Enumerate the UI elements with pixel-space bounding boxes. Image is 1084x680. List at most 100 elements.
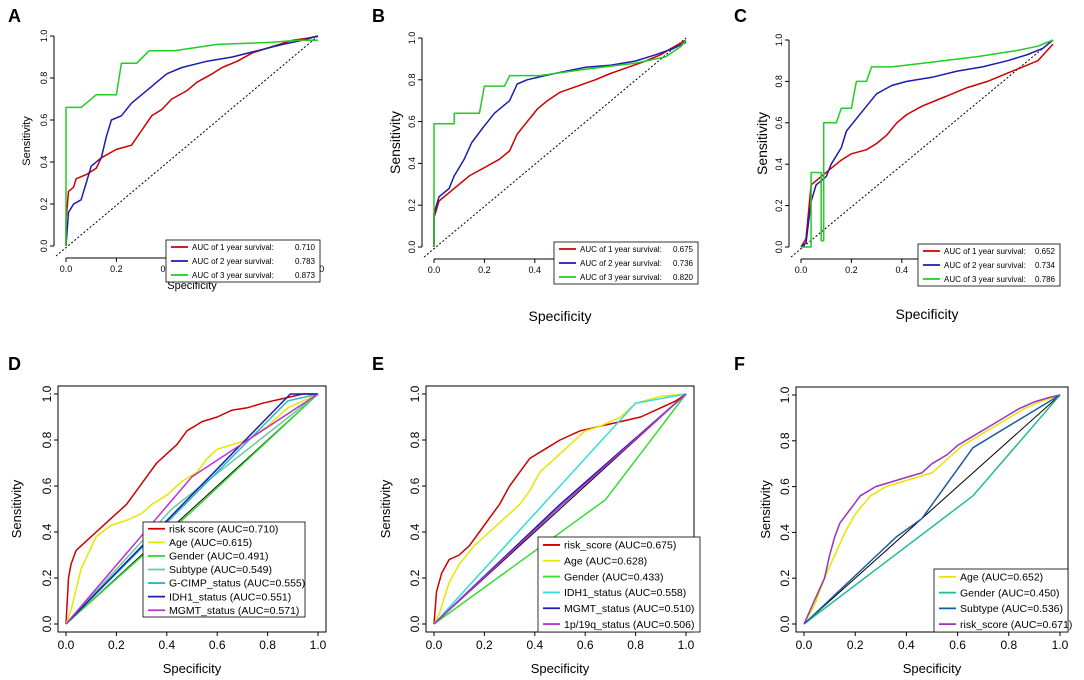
plot-frame: [795, 386, 1069, 633]
y-tick-label: 1.0: [408, 385, 422, 402]
y-tick-label: 1.0: [778, 386, 792, 403]
x-tick-label: 1.0: [1052, 638, 1069, 652]
chart-panel-c: 0.00.20.40.60.81.00.00.20.40.60.81.0Spec…: [754, 34, 1061, 322]
legend-label: AUC of 1 year survival:: [192, 243, 274, 252]
legend-label: Age (AUC=0.628): [564, 555, 647, 567]
diagonal-reference-line: [423, 37, 687, 258]
x-tick-label: 0.2: [108, 638, 125, 652]
y-tick-label: 0.6: [39, 114, 49, 127]
x-tick-label: 0.8: [1000, 638, 1017, 652]
panel-letter-d: D: [8, 354, 21, 374]
y-tick-label: 0.6: [40, 477, 54, 494]
x-axis-label: Specificity: [528, 308, 591, 324]
legend-label: AUC of 1 year survival:: [580, 245, 662, 254]
legend-value: 0.820: [673, 273, 694, 282]
legend-box: [537, 536, 701, 633]
series-line: [65, 393, 318, 625]
x-tick-label: 0.6: [209, 638, 226, 652]
series-line: [65, 35, 319, 247]
y-tick-label: 0.8: [39, 72, 49, 85]
legend-label: AUC of 1 year survival:: [944, 247, 1026, 256]
y-tick-label: 0.6: [778, 478, 792, 495]
y-tick-label: 0.2: [39, 198, 49, 211]
legend-label: Gender (AUC=0.433): [564, 571, 664, 583]
y-tick-label: 0.2: [407, 199, 417, 212]
x-tick-label: 0.4: [896, 265, 909, 275]
y-tick-label: 0.8: [40, 431, 54, 448]
y-tick-label: 0.0: [778, 615, 792, 632]
y-tick-label: 0.0: [774, 241, 784, 254]
chart-panel-f: 0.0 0.2 0.4 0.6 0.8 1.0 0.0 0.2 0.4 0.6 0.8 1.0 Spec…: [758, 386, 1072, 676]
legend-box: [553, 241, 699, 285]
y-axis-label: Sensitivity: [387, 111, 403, 174]
legend-label: risk_score (AUC=0.671): [960, 619, 1072, 631]
y-tick-label: 0.6: [774, 117, 784, 130]
legend-label: Subtype (AUC=0.549): [169, 564, 272, 576]
y-axis-label: Sensitivity: [754, 112, 770, 175]
series-line: [803, 394, 1061, 625]
x-tick-label: 0.4: [158, 638, 175, 652]
legend-label: AUC of 2 year survival:: [944, 261, 1026, 270]
series-line: [801, 39, 1054, 248]
legend-label: MGMT_status (AUC=0.571): [169, 605, 299, 617]
y-tick-label: 0.0: [40, 615, 54, 632]
y-tick-label: 1.0: [39, 30, 49, 43]
x-tick-label: 0.0: [796, 638, 813, 652]
x-tick-label: 0.4: [898, 638, 915, 652]
y-tick-label: 0.2: [408, 569, 422, 586]
series-line: [433, 393, 687, 625]
panel-letter-e: E: [372, 354, 385, 374]
y-tick-label: 0.0: [39, 240, 49, 253]
legend-label: MGMT_status (AUC=0.510): [564, 603, 694, 615]
chart-panel-e: 0.0 0.2 0.4 0.6 0.8 1.0 0.0 0.2 0.4 0.6 0.8 1.0 Spec…: [378, 385, 701, 676]
y-tick-label: 0.8: [407, 74, 417, 87]
y-tick-label: 0.2: [774, 199, 784, 212]
series-line: [65, 393, 319, 625]
legend-value: 0.786: [1035, 275, 1056, 284]
x-tick-label: 0.8: [259, 638, 276, 652]
x-axis-label: Specificity: [531, 661, 590, 676]
series-line: [65, 393, 319, 625]
series-line: [65, 39, 318, 246]
series-line: [803, 394, 1061, 625]
y-axis-label: Sensitivity: [378, 479, 393, 538]
y-tick-label: 0.4: [408, 523, 422, 540]
y-tick-label: 0.4: [407, 157, 417, 170]
legend-label: 1p/19q_status (AUC=0.506): [564, 619, 694, 631]
legend-label: Gender (AUC=0.491): [169, 551, 269, 563]
chart-panel-a: 0.00.20.40.60.81.00.00.20.40.60.81.0Spec…: [21, 30, 324, 292]
x-axis-label: Specificity: [903, 661, 962, 676]
chart-panel-b: 0.00.20.40.60.81.00.00.20.40.60.81.0Spec…: [387, 32, 699, 324]
y-tick-label: 0.0: [407, 241, 417, 254]
legend-label: Subtype (AUC=0.536): [960, 603, 1063, 615]
legend-value: 0.710: [295, 243, 316, 252]
legend-label: AUC of 3 year survival:: [192, 271, 274, 280]
x-tick-label: 0.2: [847, 638, 864, 652]
y-tick-label: 0.4: [778, 524, 792, 541]
x-tick-label: 0.2: [476, 638, 493, 652]
y-axis-label: Sensitivity: [21, 116, 33, 166]
legend-label: Age (AUC=0.652): [960, 572, 1043, 584]
x-tick-label: 0.0: [60, 264, 73, 274]
panel-letter-f: F: [734, 354, 745, 374]
legend-value: 0.675: [673, 245, 694, 254]
plot-frame: [57, 385, 327, 633]
series-line: [800, 39, 1054, 248]
x-axis-label: Specificity: [167, 280, 217, 292]
legend-label: G-CIMP_status (AUC=0.555): [169, 578, 305, 590]
series-line: [433, 393, 687, 625]
y-axis-label: Sensitivity: [758, 480, 773, 539]
legend-label: Age (AUC=0.615): [169, 537, 252, 549]
series-line: [800, 43, 1054, 248]
y-tick-label: 0.0: [408, 615, 422, 632]
series-line: [433, 393, 687, 625]
legend-box: [917, 243, 1061, 287]
legend-box: [142, 521, 306, 618]
panel-letter-a: A: [8, 6, 21, 26]
x-tick-label: 0.4: [526, 638, 543, 652]
panel-letter-c: C: [734, 6, 747, 26]
x-tick-label: 0.8: [627, 638, 644, 652]
legend-label: IDH1_status (AUC=0.558): [564, 587, 686, 599]
y-tick-label: 0.4: [40, 523, 54, 540]
